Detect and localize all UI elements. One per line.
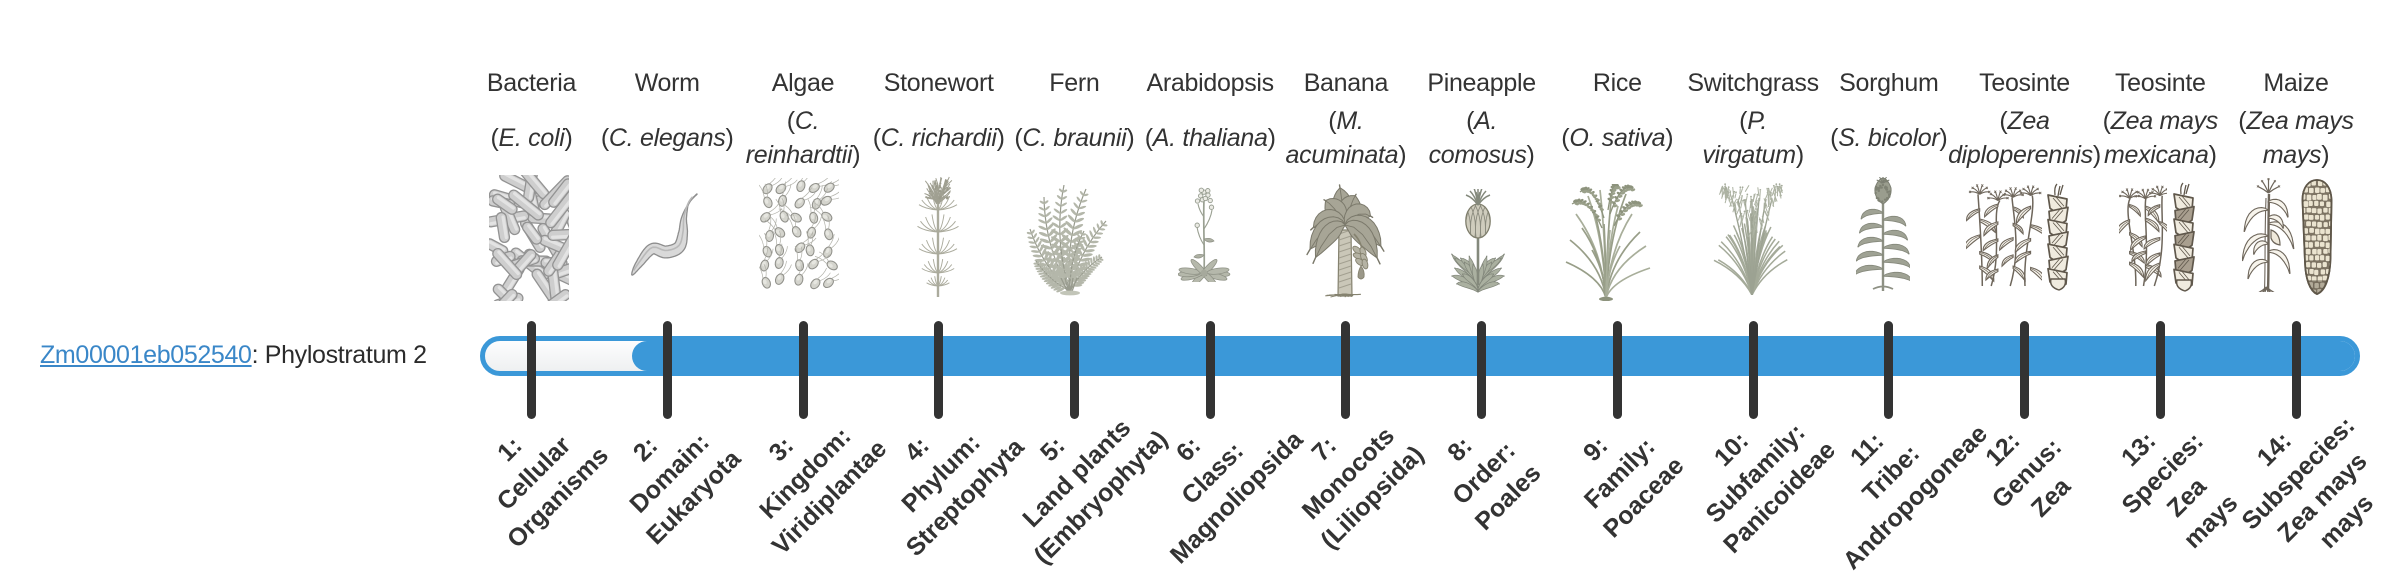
svg-text:1:CellularOrganisms: 1:CellularOrganisms <box>454 393 614 553</box>
svg-text:14:Subspecies:Zea maysmays: 14:Subspecies:Zea maysmays <box>2212 387 2400 580</box>
svg-text:7:Monocots(Liliopsida): 7:Monocots(Liliopsida) <box>1267 392 1429 554</box>
svg-text:8:Order:Poales: 8:Order:Poales <box>1422 411 1547 536</box>
svg-text:9:Family:Poaceae: 9:Family:Poaceae <box>1550 404 1690 544</box>
svg-text:5:Land plants(Embryophyta): 5:Land plants(Embryophyta) <box>980 377 1173 570</box>
svg-text:10:Subfamily:Panicoideae: 10:Subfamily:Panicoideae <box>1670 388 1841 559</box>
svg-text:6:Class:Magnoliopsida: 6:Class:Magnoliopsida <box>1117 377 1309 569</box>
svg-text:13:Species:Zeamays: 13:Species:Zeamays <box>2092 403 2257 568</box>
svg-text:12:Genus:Zea: 12:Genus:Zea <box>1962 409 2091 538</box>
svg-text:4:Phylum:Streptophyta: 4:Phylum:Streptophyta <box>853 384 1031 562</box>
svg-text:3:Kingdom:Viridiplantae: 3:Kingdom:Viridiplantae <box>719 386 893 560</box>
svg-text:2:Domain:Eukaryota: 2:Domain:Eukaryota <box>593 396 747 550</box>
